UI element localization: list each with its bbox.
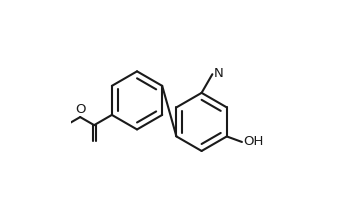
Text: OH: OH <box>243 135 263 148</box>
Text: N: N <box>214 67 224 80</box>
Text: O: O <box>75 103 86 116</box>
